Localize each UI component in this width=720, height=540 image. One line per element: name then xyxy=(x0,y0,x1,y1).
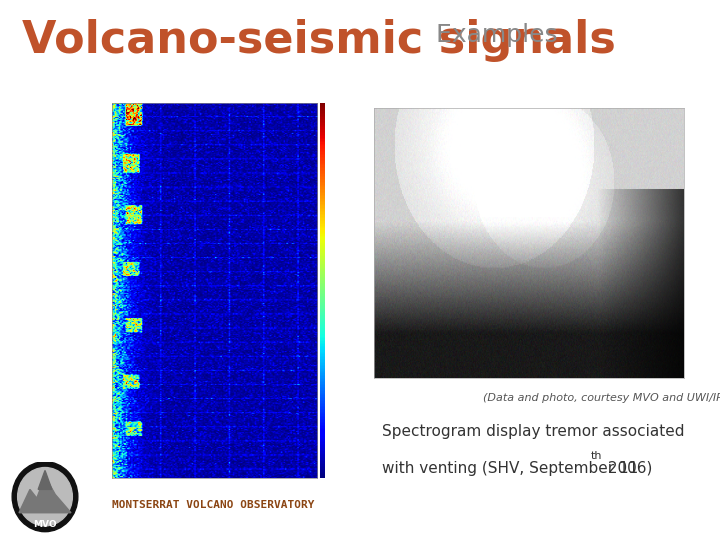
Circle shape xyxy=(17,468,73,526)
Text: Volcano-seismic signals: Volcano-seismic signals xyxy=(22,19,616,62)
Text: th: th xyxy=(590,451,602,461)
Polygon shape xyxy=(38,470,52,489)
Circle shape xyxy=(12,462,78,532)
Text: MVO: MVO xyxy=(33,520,57,529)
Polygon shape xyxy=(19,476,71,513)
Text: 2006): 2006) xyxy=(603,461,653,476)
Text: Examples: Examples xyxy=(428,23,558,47)
Text: Spectrogram display tremor associated: Spectrogram display tremor associated xyxy=(382,424,684,439)
Text: MONTSERRAT VOLCANO OBSERVATORY: MONTSERRAT VOLCANO OBSERVATORY xyxy=(112,500,314,510)
Text: (Data and photo, courtesy MVO and UWI/IPGP): (Data and photo, courtesy MVO and UWI/IP… xyxy=(482,393,720,403)
Text: with venting (SHV, September 11: with venting (SHV, September 11 xyxy=(382,461,638,476)
